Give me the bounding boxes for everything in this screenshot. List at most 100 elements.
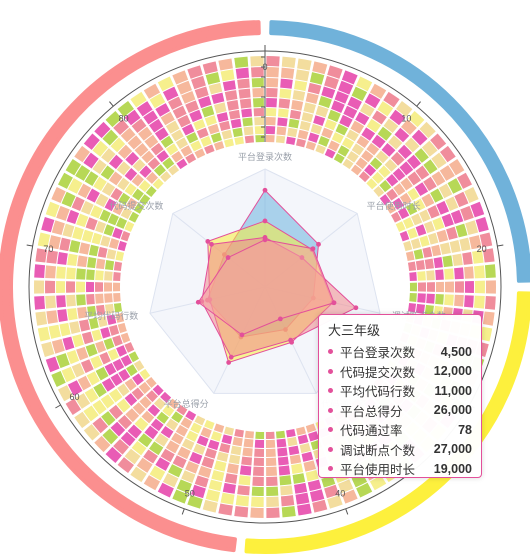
heatmap-cell[interactable] <box>165 120 180 134</box>
heatmap-cell[interactable] <box>92 417 109 434</box>
heatmap-cell[interactable] <box>235 495 250 507</box>
heatmap-cell[interactable] <box>395 221 406 232</box>
heatmap-cell[interactable] <box>71 196 85 211</box>
heatmap-cell[interactable] <box>149 441 164 456</box>
heatmap-cell[interactable] <box>143 83 161 99</box>
heatmap-cell[interactable] <box>222 482 236 494</box>
heatmap-cell[interactable] <box>116 161 131 176</box>
heatmap-cell[interactable] <box>266 476 278 486</box>
heatmap-cell[interactable] <box>439 165 455 181</box>
heatmap-cell[interactable] <box>295 69 310 82</box>
heatmap-cell[interactable] <box>200 427 212 438</box>
heatmap-cell[interactable] <box>112 202 125 216</box>
heatmap-cell[interactable] <box>83 152 99 169</box>
heatmap-cell[interactable] <box>110 187 123 201</box>
heatmap-cell[interactable] <box>35 248 48 263</box>
heatmap-cell[interactable] <box>190 422 202 434</box>
heatmap-cell[interactable] <box>126 364 138 377</box>
heatmap-cell[interactable] <box>204 115 217 126</box>
heatmap-cell[interactable] <box>305 423 317 433</box>
heatmap-cell[interactable] <box>371 134 386 149</box>
heatmap-cell[interactable] <box>399 161 414 176</box>
heatmap-cell[interactable] <box>126 197 138 210</box>
heatmap-cell[interactable] <box>94 121 111 139</box>
heatmap-cell[interactable] <box>181 123 195 136</box>
heatmap-cell[interactable] <box>415 260 426 271</box>
heatmap-cell[interactable] <box>383 91 400 108</box>
heatmap-cell[interactable] <box>162 473 179 488</box>
heatmap-cell[interactable] <box>155 457 171 471</box>
heatmap-cell[interactable] <box>218 58 233 71</box>
heatmap-cell[interactable] <box>95 293 104 304</box>
heatmap-cell[interactable] <box>66 267 76 280</box>
heatmap-cell[interactable] <box>424 304 434 316</box>
heatmap-cell[interactable] <box>79 319 91 332</box>
heatmap-cell[interactable] <box>124 378 137 391</box>
heatmap-cell[interactable] <box>191 75 206 90</box>
heatmap-cell[interactable] <box>181 91 196 104</box>
heatmap-cell[interactable] <box>254 439 265 448</box>
heatmap-cell[interactable] <box>124 342 135 353</box>
heatmap-cell[interactable] <box>160 425 174 439</box>
heatmap-cell[interactable] <box>346 129 359 142</box>
heatmap-cell[interactable] <box>120 332 131 344</box>
heatmap-cell[interactable] <box>266 486 279 496</box>
heatmap-cell[interactable] <box>104 271 113 281</box>
heatmap-cell[interactable] <box>277 108 289 118</box>
heatmap-cell[interactable] <box>411 129 428 146</box>
heatmap-cell[interactable] <box>482 248 495 263</box>
heatmap-cell[interactable] <box>187 495 203 509</box>
heatmap-cell[interactable] <box>435 269 444 280</box>
heatmap-cell[interactable] <box>51 339 65 354</box>
heatmap-cell[interactable] <box>266 88 278 98</box>
heatmap-cell[interactable] <box>252 466 264 476</box>
heatmap-cell[interactable] <box>160 391 172 403</box>
heatmap-cell[interactable] <box>56 266 66 279</box>
heatmap-cell[interactable] <box>112 227 123 239</box>
heatmap-cell[interactable] <box>76 268 86 280</box>
heatmap-cell[interactable] <box>250 507 264 518</box>
heatmap-cell[interactable] <box>125 151 140 166</box>
heatmap-cell[interactable] <box>436 200 450 215</box>
heatmap-cell[interactable] <box>117 240 127 252</box>
heatmap-cell[interactable] <box>165 143 179 156</box>
heatmap-cell[interactable] <box>377 126 392 141</box>
heatmap-cell[interactable] <box>189 451 203 465</box>
heatmap-cell[interactable] <box>102 428 119 445</box>
heatmap-cell[interactable] <box>444 268 454 280</box>
heatmap-cell[interactable] <box>113 119 130 136</box>
heatmap-cell[interactable] <box>237 78 250 89</box>
heatmap-cell[interactable] <box>415 165 430 180</box>
heatmap-cell[interactable] <box>100 165 115 180</box>
heatmap-cell[interactable] <box>75 393 91 409</box>
heatmap-cell[interactable] <box>143 449 158 464</box>
heatmap-cell[interactable] <box>56 295 66 308</box>
heatmap-cell[interactable] <box>101 377 116 392</box>
heatmap-cell[interactable] <box>37 232 51 248</box>
heatmap-cell[interactable] <box>45 201 60 218</box>
heatmap-cell[interactable] <box>234 56 249 68</box>
heatmap-cell[interactable] <box>315 144 326 155</box>
heatmap-cell[interactable] <box>104 282 113 292</box>
heatmap-cell[interactable] <box>168 398 180 410</box>
heatmap-cell[interactable] <box>423 159 438 175</box>
heatmap-cell[interactable] <box>409 282 418 292</box>
heatmap-cell[interactable] <box>93 383 107 398</box>
heatmap-cell[interactable] <box>297 58 312 71</box>
heatmap-cell[interactable] <box>185 461 199 474</box>
heatmap-cell[interactable] <box>250 67 264 78</box>
heatmap-cell[interactable] <box>115 313 125 323</box>
heatmap-cell[interactable] <box>79 242 91 255</box>
heatmap-cell[interactable] <box>424 258 434 270</box>
heatmap-cell[interactable] <box>80 359 94 374</box>
heatmap-cell[interactable] <box>232 127 243 138</box>
heatmap-cell[interactable] <box>230 445 242 456</box>
heatmap-cell[interactable] <box>265 439 276 448</box>
radar-point[interactable] <box>226 360 232 365</box>
heatmap-cell[interactable] <box>379 194 391 206</box>
heatmap-cell[interactable] <box>146 171 159 184</box>
radar-point[interactable] <box>262 237 268 243</box>
heatmap-cell[interactable] <box>485 280 496 294</box>
heatmap-cell[interactable] <box>99 209 111 222</box>
heatmap-cell[interactable] <box>366 178 378 190</box>
